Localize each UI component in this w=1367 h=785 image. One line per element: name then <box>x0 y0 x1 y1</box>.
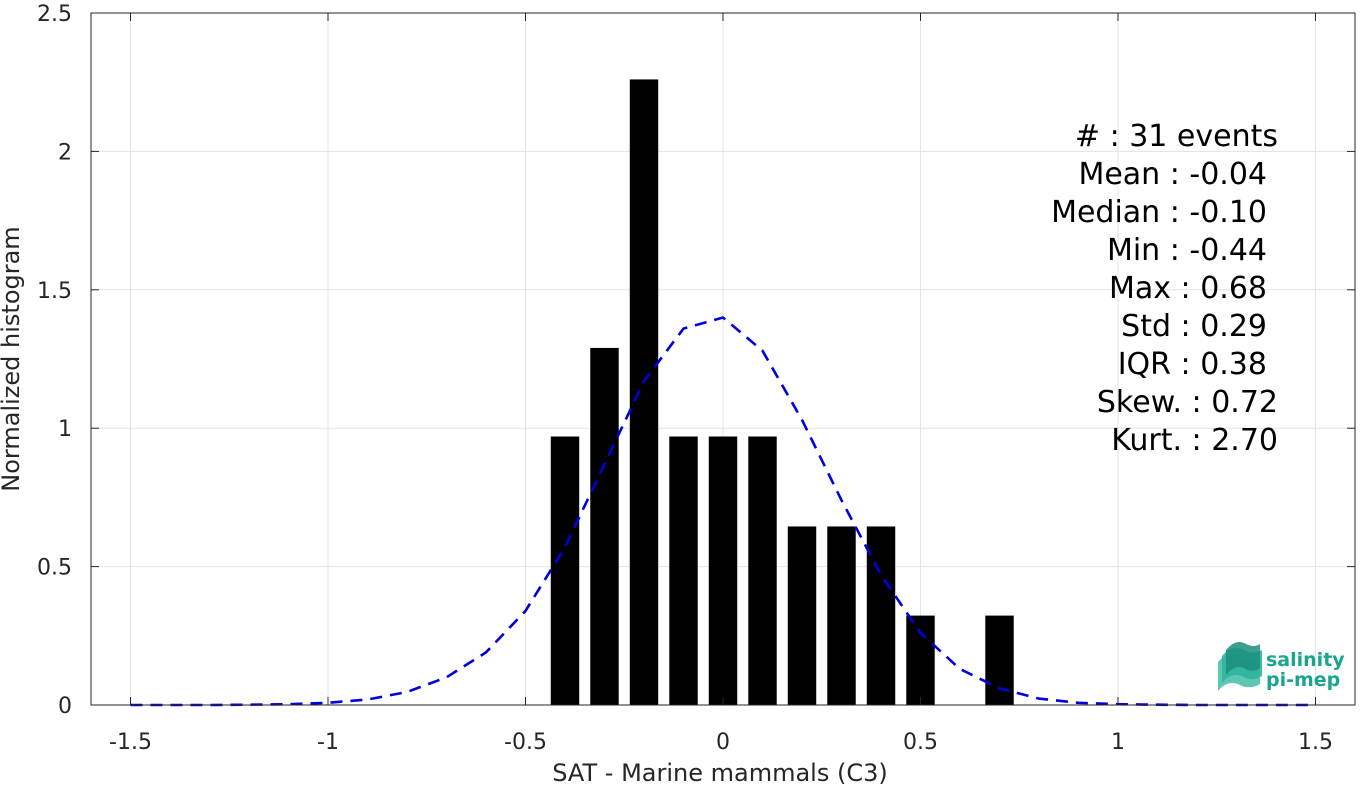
salinity-pi-mep-logo: salinity pi-mep <box>1218 642 1345 691</box>
x-tick-label-3: 0 <box>716 730 730 755</box>
y-axis-label: Normalized histogram <box>0 226 25 491</box>
y-tick-label-4: 2 <box>58 140 72 165</box>
histogram-bar-7 <box>827 526 856 705</box>
y-axis-ticks: 0 0.5 1 1.5 2 2.5 <box>37 2 1355 719</box>
x-tick-label-4: 0.5 <box>903 730 938 755</box>
x-tick-label-0: -1.5 <box>109 730 152 755</box>
histogram-bar-9 <box>906 615 935 705</box>
x-tick-label-5: 1 <box>1111 730 1125 755</box>
histogram-bar-0 <box>550 436 580 705</box>
histogram-bars <box>550 79 1014 705</box>
wave-logo-icon <box>1218 642 1262 691</box>
x-tick-label-2: -0.5 <box>504 730 547 755</box>
logo-text-line2: pi-mep <box>1266 669 1340 691</box>
histogram-bar-6 <box>787 526 817 705</box>
x-axis-label: SAT - Marine mammals (C3) <box>552 759 887 785</box>
stat-line-1: Mean : -0.04 <box>1078 157 1267 192</box>
stat-line-0: # : 31 events <box>1075 119 1278 154</box>
histogram-bar-3 <box>669 436 698 705</box>
x-tick-label-6: 1.5 <box>1298 730 1333 755</box>
stat-line-5: Std : 0.29 <box>1121 309 1267 344</box>
logo-text-line1: salinity <box>1266 649 1345 671</box>
stat-line-3: Min : -0.44 <box>1107 233 1267 268</box>
x-tick-label-1: -1 <box>317 730 339 755</box>
histogram-bar-10 <box>985 615 1014 705</box>
histogram-bar-8 <box>866 526 896 705</box>
y-tick-label-2: 1 <box>58 417 72 442</box>
y-tick-label-5: 2.5 <box>37 2 72 27</box>
y-tick-label-1: 0.5 <box>37 556 72 581</box>
histogram-bar-2 <box>629 79 659 705</box>
histogram-bar-4 <box>708 436 738 705</box>
stat-line-8: Kurt. : 2.70 <box>1111 423 1278 458</box>
x-axis-ticks: -1.5 -1 -0.5 0 0.5 1 1.5 <box>109 13 1333 755</box>
y-tick-label-3: 1.5 <box>37 279 72 304</box>
stat-line-7: Skew. : 0.72 <box>1097 385 1278 420</box>
y-tick-label-0: 0 <box>58 694 72 719</box>
stat-line-2: Median : -0.10 <box>1051 195 1267 230</box>
histogram-bar-5 <box>748 436 777 705</box>
stat-line-6: IQR : 0.38 <box>1118 347 1267 382</box>
stat-line-4: Max : 0.68 <box>1109 271 1267 306</box>
histogram-bar-1 <box>590 347 619 705</box>
